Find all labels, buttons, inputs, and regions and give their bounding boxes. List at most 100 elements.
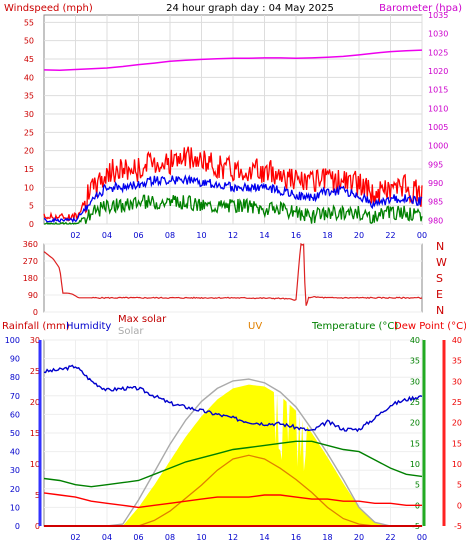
barometer-tick-label: 1025 <box>428 48 448 57</box>
humidity-tick-label: 0 <box>15 522 20 531</box>
wind-direction-line <box>43 242 423 306</box>
barometer-tick-label: 1035 <box>428 11 448 20</box>
barometer-tick-label: 1030 <box>428 30 448 39</box>
top-x-tick-label: 00 <box>417 231 427 240</box>
windspeed-tick-label: 30 <box>24 110 34 119</box>
direction-label-s: S <box>436 272 443 285</box>
temperature-tick-label: 5 <box>415 481 420 490</box>
windspeed-tick-label: 35 <box>24 92 34 101</box>
direction-tick-label: 90 <box>28 291 38 300</box>
rainfall-tick-label: 0 <box>35 522 40 531</box>
wind-average-line <box>44 174 423 224</box>
temperature-axis-title: Temperature (°C) <box>311 321 398 332</box>
rainfall-tick-label: 20 <box>30 398 40 407</box>
humidity-tick-label: 80 <box>10 373 20 382</box>
barometer-tick-label: 1005 <box>428 123 448 132</box>
bottom-x-tick-label: 02 <box>70 533 80 542</box>
windspeed-tick-label: 10 <box>24 183 34 192</box>
temperature-tick-label: 30 <box>410 377 420 386</box>
barometer-tick-label: 1015 <box>428 86 448 95</box>
top-x-tick-label: 08 <box>165 231 175 240</box>
solar-fill-area <box>44 384 422 526</box>
rainfall-tick-label: 25 <box>30 367 40 376</box>
top-x-tick-label: 10 <box>196 231 206 240</box>
dewpoint-tick-label: 30 <box>452 377 462 386</box>
barometer-tick-label: 990 <box>428 179 443 188</box>
windspeed-tick-label: 15 <box>24 165 34 174</box>
barometer-tick-label: 985 <box>428 198 443 207</box>
dewpoint-tick-label: 25 <box>452 398 462 407</box>
bottom-x-tick-label: 16 <box>291 533 301 542</box>
dewpoint-tick-label: 40 <box>452 336 462 345</box>
rainfall-tick-label: 5 <box>35 491 40 500</box>
direction-tick-label: 270 <box>23 257 38 266</box>
top-x-tick-label: 02 <box>70 231 80 240</box>
barometer-tick-label: 995 <box>428 160 443 169</box>
windspeed-tick-label: 25 <box>24 128 34 137</box>
top-x-tick-label: 20 <box>354 231 364 240</box>
bottom-x-tick-label: 06 <box>133 533 143 542</box>
bottom-x-tick-label: 20 <box>354 533 364 542</box>
temperature-tick-label: 35 <box>410 357 420 366</box>
top-x-tick-label: 22 <box>385 231 395 240</box>
humidity-tick-label: 40 <box>10 448 20 457</box>
wind-gust-line <box>43 146 423 222</box>
dewpoint-axis-title: Dew Point (°C) <box>394 321 466 332</box>
temperature-tick-label: 10 <box>410 460 420 469</box>
temperature-tick-label: 20 <box>410 419 420 428</box>
rainfall-axis-title: Rainfall (mm) <box>2 321 70 332</box>
rainfall-tick-label: 30 <box>30 336 40 345</box>
windspeed-tick-label: 55 <box>24 18 34 27</box>
dewpoint-tick-label: 15 <box>452 439 462 448</box>
bottom-x-tick-label: 22 <box>385 533 395 542</box>
rainfall-tick-label: 15 <box>30 429 40 438</box>
top-x-tick-label: 18 <box>322 231 332 240</box>
humidity-tick-label: 90 <box>10 355 20 364</box>
top-x-tick-label: 06 <box>133 231 143 240</box>
windspeed-tick-label: 45 <box>24 55 34 64</box>
temperature-tick-label: 25 <box>410 398 420 407</box>
barometer-tick-label: 1020 <box>428 67 448 76</box>
top-x-tick-label: 04 <box>102 231 112 240</box>
graph-title: 24 hour graph day : 04 May 2025 <box>166 3 334 14</box>
dewpoint-tick-label: 20 <box>452 419 462 428</box>
bottom-x-tick-label: 08 <box>165 533 175 542</box>
plot-layer: 0510152025303540455055980985990995100010… <box>5 11 462 542</box>
barometer-tick-label: 1000 <box>428 142 448 151</box>
dewpoint-tick-label: -5 <box>454 522 462 531</box>
bottom-x-tick-label: 04 <box>102 533 112 542</box>
temperature-tick-label: 40 <box>410 336 420 345</box>
windspeed-tick-label: 20 <box>24 147 34 156</box>
uv-legend: UV <box>248 321 262 332</box>
barometer-axis-title: Barometer (hpa) <box>379 3 462 14</box>
top-x-tick-label: 16 <box>291 231 301 240</box>
barometer-tick-label: 980 <box>428 216 443 225</box>
dewpoint-line <box>43 492 422 509</box>
dewpoint-tick-label: 10 <box>452 460 462 469</box>
direction-tick-label: 180 <box>23 274 38 283</box>
barometer-tick-label: 1010 <box>428 104 448 113</box>
humidity-tick-label: 10 <box>10 503 20 512</box>
humidity-tick-label: 70 <box>10 392 20 401</box>
direction-tick-label: 360 <box>23 240 38 249</box>
top-x-tick-label: 12 <box>228 231 238 240</box>
humidity-tick-label: 50 <box>10 429 20 438</box>
temperature-tick-label: 15 <box>410 439 420 448</box>
top-x-tick-label: 14 <box>259 231 269 240</box>
windspeed-tick-label: 50 <box>24 37 34 46</box>
windspeed-tick-label: 40 <box>24 73 34 82</box>
windspeed-tick-label: 5 <box>29 202 34 211</box>
bottom-x-tick-label: 00 <box>417 533 427 542</box>
maxsolar-legend: Max solar <box>118 314 167 325</box>
windspeed-axis-title: Windspeed (mph) <box>4 3 93 14</box>
humidity-tick-label: 20 <box>10 485 20 494</box>
humidity-line <box>43 364 423 433</box>
dewpoint-tick-label: 0 <box>457 501 462 510</box>
bottom-x-tick-label: 10 <box>196 533 206 542</box>
humidity-tick-label: 60 <box>10 410 20 419</box>
direction-label-e: E <box>436 288 443 301</box>
rainfall-tick-label: 10 <box>30 460 40 469</box>
solar-legend: Solar <box>118 326 144 337</box>
windspeed-tick-label: 0 <box>29 220 34 229</box>
